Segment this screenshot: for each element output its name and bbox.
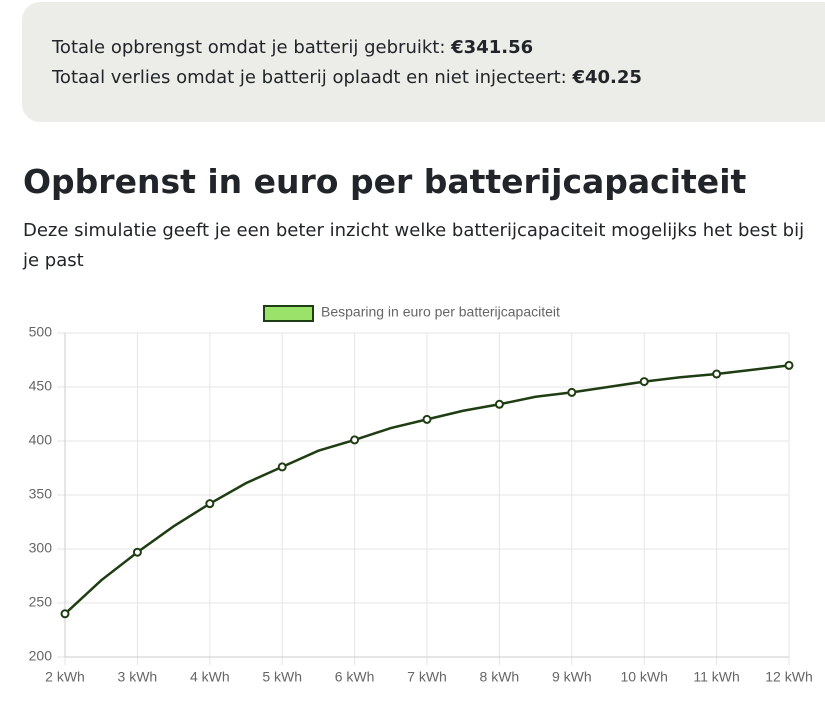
summary-box: Totale opbrengst omdat je batterij gebru… <box>22 2 825 122</box>
description: Deze simulatie geeft je een beter inzich… <box>23 220 805 271</box>
point <box>422 414 432 424</box>
heading: Opbrenst in euro per batterijcapaciteit <box>23 162 747 201</box>
y-tick-label: 500 <box>29 324 53 340</box>
chart: 200 250 300 350 400 450 500 2 kWh 3 kWh 4 kWh 5 kW… <box>29 304 813 685</box>
summary-line: Totale opbrengst omdat je batterij gebru… <box>52 37 533 58</box>
point <box>784 360 794 370</box>
y-tick-label: 300 <box>29 540 53 556</box>
legend-label: Besparing in euro per batterijcapaciteit <box>321 304 560 320</box>
x-tick-label: 12 kWh <box>765 669 812 685</box>
x-tick-label: 7 kWh <box>407 669 447 685</box>
label: Totale opbrengst omdat je batterij gebru… <box>52 37 446 58</box>
point <box>60 609 70 619</box>
x-tick-label: 6 kWh <box>335 669 375 685</box>
label: Totaal verlies omdat je batterij oplaadt… <box>52 67 567 88</box>
legend-swatch <box>263 305 314 322</box>
x-tick-label: 9 kWh <box>552 669 592 685</box>
point <box>712 369 722 379</box>
x-tick-label: 3 kWh <box>118 669 158 685</box>
point <box>639 377 649 387</box>
value: €40.25 <box>572 67 642 88</box>
summary-line: Totaal verlies omdat je batterij oplaadt… <box>52 67 642 88</box>
x-tick-label: 11 kWh <box>693 669 739 685</box>
value: €341.56 <box>451 37 534 58</box>
point <box>350 435 360 445</box>
y-tick-label: 200 <box>29 648 53 664</box>
x-tick-label: 4 kWh <box>190 669 230 685</box>
y-tick-label: 450 <box>29 378 53 394</box>
x-tick-label: 10 kWh <box>620 669 667 685</box>
point <box>205 499 215 509</box>
point <box>132 547 142 557</box>
y-tick-label: 250 <box>29 594 53 610</box>
x-tick-label: 2 kWh <box>45 669 85 685</box>
point <box>494 399 504 409</box>
y-tick-label: 400 <box>29 432 53 448</box>
y-tick-label: 350 <box>29 486 53 502</box>
point <box>567 387 577 397</box>
x-tick-label: 5 kWh <box>262 669 302 685</box>
point <box>277 462 287 472</box>
x-tick-label: 8 kWh <box>480 669 520 685</box>
